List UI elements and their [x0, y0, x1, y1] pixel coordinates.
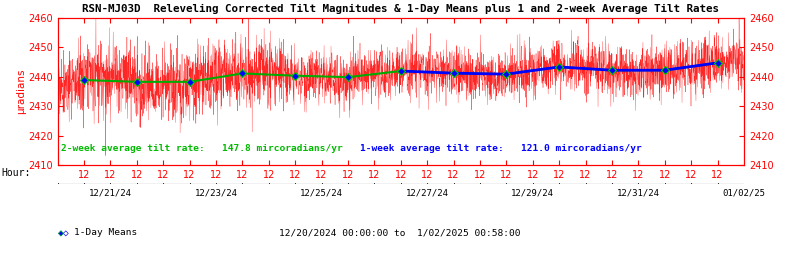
Text: 01/02/25: 01/02/25 — [722, 188, 766, 197]
Text: 12/23/24: 12/23/24 — [194, 188, 238, 197]
Text: RSN-MJ03D  Releveling Corrected Tilt Magnitudes & 1-Day Means plus 1 and 2-week : RSN-MJ03D Releveling Corrected Tilt Magn… — [82, 4, 718, 14]
Text: 12/21/24: 12/21/24 — [89, 188, 132, 197]
Text: 2-week average tilt rate:   147.8 mircoradians/yr: 2-week average tilt rate: 147.8 mircorad… — [61, 144, 342, 153]
Text: 12/25/24: 12/25/24 — [300, 188, 343, 197]
Text: 12/20/2024 00:00:00 to  1/02/2025 00:58:00: 12/20/2024 00:00:00 to 1/02/2025 00:58:0… — [279, 228, 521, 238]
Text: ◆◇: ◆◇ — [58, 228, 70, 238]
Text: ◇: ◇ — [58, 228, 63, 238]
Text: 1-Day Means: 1-Day Means — [74, 228, 138, 238]
Text: 1-week average tilt rate:   121.0 mircoradians/yr: 1-week average tilt rate: 121.0 mircorad… — [360, 144, 642, 153]
Text: Hour:: Hour: — [2, 168, 31, 178]
Y-axis label: μradians: μradians — [17, 69, 26, 114]
Text: 12/31/24: 12/31/24 — [617, 188, 660, 197]
Text: 12/29/24: 12/29/24 — [511, 188, 554, 197]
Text: 12/27/24: 12/27/24 — [406, 188, 449, 197]
